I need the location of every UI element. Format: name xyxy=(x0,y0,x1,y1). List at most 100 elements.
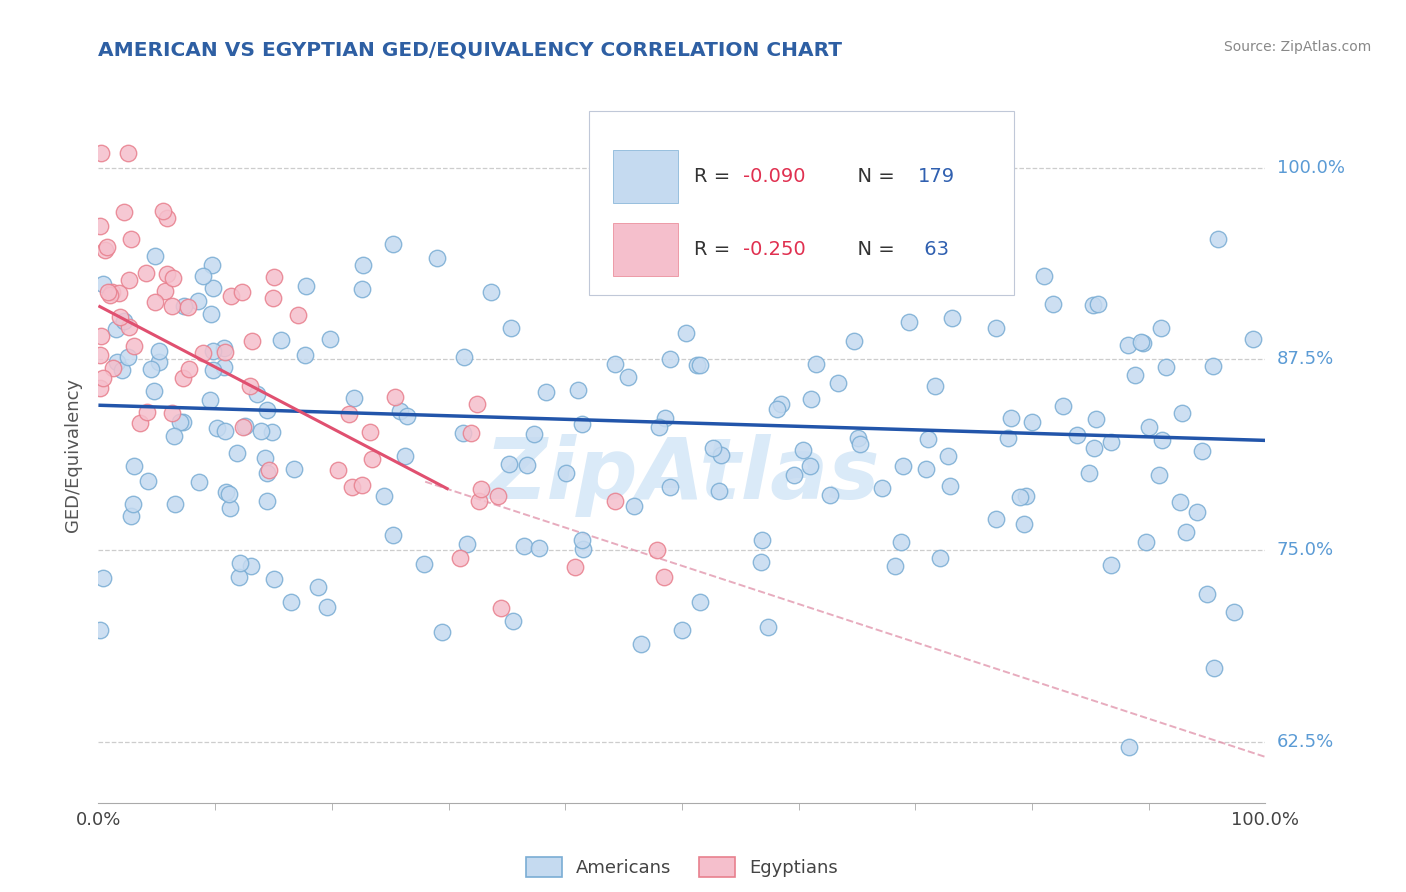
Point xyxy=(177,362,200,376)
Point xyxy=(177,300,200,314)
Point xyxy=(94,243,117,257)
FancyBboxPatch shape xyxy=(613,150,679,203)
Point xyxy=(1052,399,1074,413)
Point xyxy=(229,557,252,571)
Point xyxy=(263,572,285,586)
Point xyxy=(1185,505,1208,519)
Point xyxy=(101,361,124,376)
Point xyxy=(153,284,176,298)
Point xyxy=(502,614,524,628)
Point xyxy=(373,489,395,503)
Point xyxy=(658,480,681,494)
Point xyxy=(766,401,789,416)
Point xyxy=(1014,489,1036,503)
Point xyxy=(456,537,478,551)
Point xyxy=(921,279,943,293)
Text: N =: N = xyxy=(845,167,901,186)
Point xyxy=(915,462,938,476)
Point xyxy=(263,270,285,285)
Point xyxy=(148,344,170,359)
Point xyxy=(453,350,475,364)
Point xyxy=(1118,739,1140,754)
Point xyxy=(295,278,318,293)
Point xyxy=(212,341,235,355)
Point xyxy=(896,275,918,289)
Point xyxy=(872,481,894,495)
Text: 63: 63 xyxy=(918,240,949,260)
Point xyxy=(467,493,489,508)
Point xyxy=(491,600,513,615)
Point xyxy=(689,594,711,608)
Point xyxy=(200,307,222,321)
Point xyxy=(193,346,215,360)
Point xyxy=(707,483,730,498)
Point xyxy=(294,348,316,362)
Point xyxy=(564,560,586,574)
Text: Source: ZipAtlas.com: Source: ZipAtlas.com xyxy=(1223,40,1371,54)
Point xyxy=(162,270,184,285)
Point xyxy=(1021,415,1043,429)
Point xyxy=(1066,427,1088,442)
Point xyxy=(1032,269,1054,284)
Point xyxy=(792,442,814,457)
Point xyxy=(827,376,849,390)
Point xyxy=(136,405,159,419)
Point xyxy=(122,497,145,511)
Text: 87.5%: 87.5% xyxy=(1277,351,1334,368)
Point xyxy=(228,570,250,584)
Point xyxy=(430,624,453,639)
Point xyxy=(1147,468,1170,483)
Point xyxy=(1084,411,1107,425)
Point xyxy=(105,355,128,369)
Point xyxy=(555,467,578,481)
Point xyxy=(1195,587,1218,601)
Point xyxy=(91,277,114,291)
Point xyxy=(162,429,184,443)
Point xyxy=(89,381,111,395)
Point xyxy=(1201,359,1223,373)
Point xyxy=(1223,605,1246,619)
Point xyxy=(1135,535,1157,549)
Text: R =: R = xyxy=(693,167,737,186)
Text: AMERICAN VS EGYPTIAN GED/EQUIVALENCY CORRELATION CHART: AMERICAN VS EGYPTIAN GED/EQUIVALENCY COR… xyxy=(98,40,842,59)
Text: 62.5%: 62.5% xyxy=(1277,732,1334,751)
Point xyxy=(191,268,214,283)
Point xyxy=(1008,491,1031,505)
Point xyxy=(846,431,869,445)
Point xyxy=(218,500,240,515)
Point xyxy=(1000,411,1022,425)
Point xyxy=(169,415,191,429)
Point xyxy=(1012,516,1035,531)
Point xyxy=(630,637,652,651)
Point xyxy=(1099,558,1122,573)
Point xyxy=(215,484,238,499)
Point xyxy=(689,359,711,373)
Point xyxy=(516,458,538,472)
Point xyxy=(97,285,120,299)
Point xyxy=(1208,232,1230,246)
Point xyxy=(233,419,256,434)
Point xyxy=(201,280,224,294)
Legend: Americans, Egyptians: Americans, Egyptians xyxy=(519,850,845,884)
Point xyxy=(120,509,142,524)
Point xyxy=(671,624,693,638)
Point xyxy=(316,600,339,615)
Point xyxy=(117,145,139,160)
Point xyxy=(352,258,374,272)
Point xyxy=(1168,494,1191,508)
Point xyxy=(449,551,471,566)
Point xyxy=(350,281,373,295)
Point xyxy=(498,457,520,471)
Point xyxy=(1087,297,1109,311)
Point xyxy=(842,334,865,349)
Point xyxy=(1042,297,1064,311)
Point xyxy=(212,359,235,374)
Point xyxy=(984,512,1007,526)
Point xyxy=(225,446,247,460)
Point xyxy=(799,458,821,473)
Point xyxy=(1129,334,1152,349)
Point xyxy=(156,211,179,225)
Point xyxy=(499,320,522,334)
Point xyxy=(567,383,589,397)
Point xyxy=(984,321,1007,335)
